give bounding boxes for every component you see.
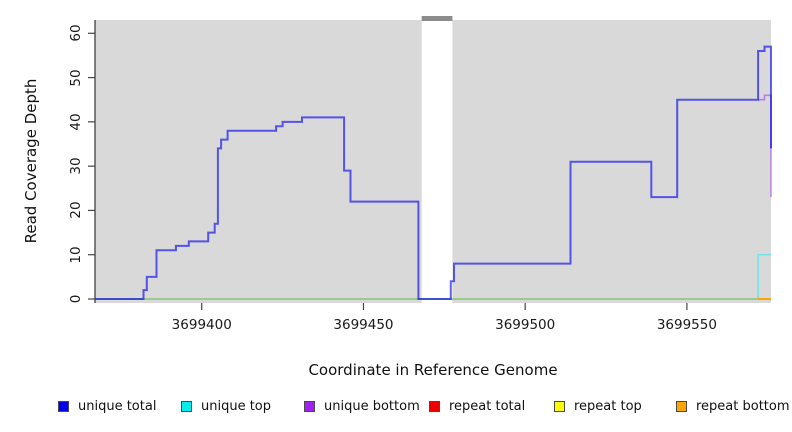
y-axis-title: Read Coverage Depth xyxy=(22,78,40,244)
legend-label: repeat total xyxy=(449,398,526,414)
series-lines-layer xyxy=(95,45,772,300)
legend-item-unique-top: unique top xyxy=(181,398,272,414)
masked-region-cap xyxy=(421,16,453,21)
x-tick-label: 3699450 xyxy=(333,317,394,333)
legend-item-repeat-bottom: repeat bottom xyxy=(676,398,790,414)
legend-swatch-icon xyxy=(181,400,192,412)
legend-swatch-icon xyxy=(304,400,315,412)
x-tick-label: 3699550 xyxy=(656,317,717,333)
legend-item-unique-bottom: unique bottom xyxy=(304,398,420,414)
legend-label: unique top xyxy=(201,398,272,414)
y-tick-label: 20 xyxy=(68,201,84,220)
y-tick-label: 10 xyxy=(68,246,84,264)
legend-item-repeat-total: repeat total xyxy=(429,398,526,414)
y-tick-label: 60 xyxy=(68,24,84,42)
y-tick-label: 50 xyxy=(68,68,84,87)
legend-label: unique total xyxy=(78,398,157,414)
legend-label: repeat bottom xyxy=(696,398,790,414)
legend-item-repeat-top: repeat top xyxy=(554,398,642,414)
series-line-unique-total xyxy=(95,45,772,300)
masked-region-band xyxy=(421,20,453,303)
y-tick-label: 40 xyxy=(68,113,84,131)
x-tick-label: 3699500 xyxy=(495,317,556,333)
legend-swatch-icon xyxy=(429,400,440,412)
legend-item-unique-total: unique total xyxy=(58,398,157,414)
y-tick-label: 0 xyxy=(68,294,84,304)
y-tick-label: 30 xyxy=(68,157,84,175)
legend-label: unique bottom xyxy=(324,398,420,414)
legend-label: repeat top xyxy=(574,398,642,414)
axis-layer xyxy=(88,20,688,310)
x-tick-label: 3699400 xyxy=(171,317,232,333)
legend-swatch-icon xyxy=(58,400,69,412)
plot-background-layer xyxy=(95,16,771,303)
x-axis-title: Coordinate in Reference Genome xyxy=(308,361,558,379)
legend-swatch-icon xyxy=(676,400,687,412)
legend-swatch-icon xyxy=(554,400,565,412)
